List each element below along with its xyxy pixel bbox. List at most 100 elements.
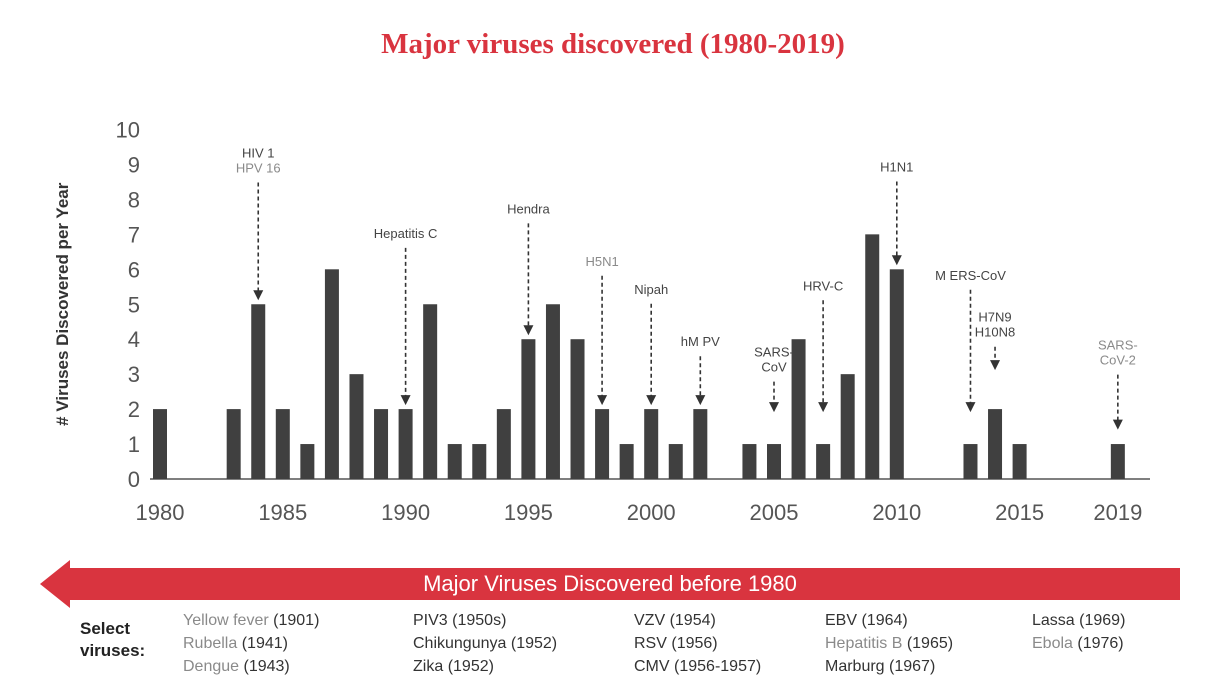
virus-name: RSV — [634, 635, 667, 652]
bar — [693, 409, 708, 479]
y-tick-label: 7 — [128, 222, 140, 247]
x-tick-label: 2010 — [872, 500, 921, 525]
virus-item: RSV (1956) — [634, 632, 761, 655]
virus-year: (1956-1957) — [674, 658, 762, 675]
bar — [1110, 444, 1125, 479]
annotation-label: SARS- — [1098, 338, 1138, 353]
annotation-label: Hendra — [507, 201, 550, 216]
virus-year: (1969) — [1079, 612, 1126, 629]
select-viruses-label: Select viruses: — [80, 618, 145, 662]
y-tick-label: 4 — [128, 327, 140, 352]
bar — [324, 269, 339, 479]
annotation-label: HPV 16 — [236, 160, 281, 175]
annotation-arrow-head — [253, 290, 264, 301]
virus-column-4: EBV (1964) Hepatitis B (1965) Marburg (1… — [825, 609, 953, 678]
annotation-arrow-head — [818, 402, 829, 413]
bar — [374, 409, 389, 479]
virus-year: (1950s) — [452, 612, 507, 629]
bar — [791, 339, 806, 479]
virus-item: EBV (1964) — [825, 609, 953, 632]
bar — [472, 444, 487, 479]
bar — [423, 304, 438, 479]
bar — [398, 409, 413, 479]
virus-item: VZV (1954) — [634, 609, 761, 632]
annotation-arrow-head — [523, 325, 534, 336]
y-tick-label: 6 — [128, 257, 140, 282]
bar — [963, 444, 978, 479]
virus-name: EBV — [825, 612, 858, 629]
virus-item: Zika (1952) — [413, 655, 557, 678]
x-tick-label: 1990 — [381, 500, 430, 525]
x-tick-label: 1980 — [136, 500, 185, 525]
bar-chart: 0 1 2 3 4 5 6 7 8 9 10 1980 1985 1990 1995 2000 2005 2010… — [53, 118, 1150, 525]
annotation-label: CoV — [761, 360, 787, 375]
virus-name: Dengue — [183, 658, 240, 675]
y-tick-label: 0 — [128, 467, 140, 492]
annotation-label: H7N9 — [978, 310, 1011, 325]
bar — [988, 409, 1003, 479]
select-label-line1: Select — [80, 619, 131, 638]
virus-year: (1952) — [447, 658, 494, 675]
bar — [840, 374, 855, 479]
annotation-arrow-head — [769, 402, 779, 413]
virus-year: (1965) — [906, 635, 954, 652]
y-tick-label: 2 — [128, 397, 140, 422]
y-tick-label: 9 — [128, 152, 140, 177]
x-tick-label: 2015 — [995, 500, 1044, 525]
virus-name: Zika — [413, 658, 444, 675]
virus-name: CMV — [634, 658, 670, 675]
annotation-label: Nipah — [634, 282, 668, 297]
bar — [816, 444, 831, 479]
annotation-label: H5N1 — [585, 254, 618, 269]
bar — [447, 444, 462, 479]
x-tick-label: 1985 — [258, 500, 307, 525]
virus-year: (1901) — [273, 612, 320, 629]
bar — [496, 409, 511, 479]
virus-column-3: VZV (1954) RSV (1956) CMV (1956-1957) — [634, 609, 761, 678]
virus-item: Lassa (1969) — [1032, 609, 1125, 632]
y-tick-label: 8 — [128, 187, 140, 212]
bar — [889, 269, 904, 479]
virus-name: Lassa — [1032, 612, 1075, 629]
bar — [349, 374, 364, 479]
virus-year: (1941) — [241, 635, 288, 652]
annotation-arrow-head — [990, 360, 1001, 371]
virus-item: Yellow fever (1901) — [183, 609, 319, 632]
virus-item: Ebola (1976) — [1032, 632, 1125, 655]
bar — [570, 339, 585, 479]
y-tick-label: 3 — [128, 362, 140, 387]
virus-name: VZV — [634, 612, 666, 629]
annotation-label: H10N8 — [975, 325, 1015, 340]
virus-name: Ebola — [1032, 635, 1073, 652]
x-tick-label: 1995 — [504, 500, 553, 525]
virus-column-5: Lassa (1969) Ebola (1976) — [1032, 609, 1125, 655]
x-tick-label: 2005 — [750, 500, 799, 525]
annotation-arrow-head — [597, 395, 608, 406]
annotation-label: CoV-2 — [1100, 353, 1136, 368]
bar — [644, 409, 659, 479]
bar — [153, 409, 167, 479]
annotation-label: SARS- — [754, 345, 794, 360]
virus-year: (1943) — [243, 658, 290, 675]
bar — [742, 444, 757, 479]
virus-name: Rubella — [183, 635, 238, 652]
annotation-label: HRV-C — [803, 278, 843, 293]
annotation-label: HIV 1 — [242, 145, 275, 160]
annotation-arrow-head — [1112, 419, 1123, 430]
annotation-arrow-head — [891, 255, 902, 266]
bar — [226, 409, 241, 479]
virus-year: (1976) — [1077, 635, 1124, 652]
virus-year: (1967) — [889, 658, 936, 675]
virus-item: Rubella (1941) — [183, 632, 319, 655]
annotation-arrow-head — [695, 395, 706, 406]
virus-name: Chikungunya — [413, 635, 507, 652]
virus-item: Marburg (1967) — [825, 655, 953, 678]
chart-title: Major viruses discovered (1980-2019) — [381, 28, 845, 60]
banner-text: Major Viruses Discovered before 1980 — [423, 571, 797, 596]
y-tick-label: 1 — [128, 432, 140, 457]
bar — [275, 409, 290, 479]
annotation-arrow-head — [965, 402, 976, 413]
virus-column-2: PIV3 (1950s) Chikungunya (1952) Zika (19… — [413, 609, 557, 678]
y-tick-label: 10 — [116, 118, 140, 143]
x-tick-label: 2019 — [1093, 500, 1142, 525]
